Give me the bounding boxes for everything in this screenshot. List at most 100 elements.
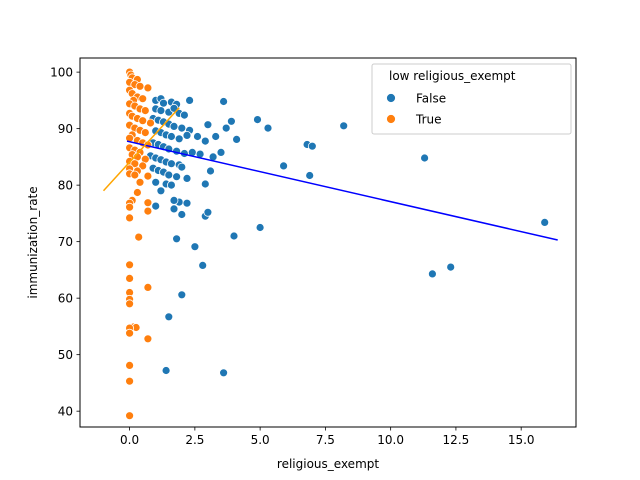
data-point-false (203, 120, 213, 130)
data-point-true (125, 273, 135, 283)
legend-label-true: True (415, 113, 442, 127)
data-point-false (182, 173, 192, 183)
x-tick-label: 15.0 (508, 433, 535, 447)
data-point-false (219, 368, 229, 378)
data-point-false (164, 312, 174, 322)
data-point-false (156, 186, 166, 196)
data-point-false (172, 234, 182, 244)
data-point-false (229, 231, 239, 241)
data-point-false (166, 132, 176, 141)
data-point-true (125, 202, 135, 212)
data-point-false (151, 201, 161, 211)
data-point-false (339, 121, 349, 131)
data-point-true (132, 188, 142, 197)
data-point-false (427, 269, 437, 279)
data-point-true (125, 360, 135, 370)
data-point-true (135, 177, 145, 187)
data-point-false (540, 217, 550, 227)
data-point-false (166, 180, 176, 190)
y-tick-label: 100 (50, 66, 73, 80)
data-point-false (446, 262, 456, 272)
data-point-false (226, 116, 236, 126)
data-point-false (206, 166, 215, 176)
data-point-false (182, 130, 192, 140)
data-point-true (143, 334, 153, 344)
data-point-false (221, 123, 231, 133)
y-tick-label: 70 (58, 235, 73, 249)
data-point-true (125, 260, 135, 270)
data-point-false (159, 98, 168, 108)
data-point-false (216, 147, 226, 157)
data-point-false (177, 123, 187, 133)
data-point-true (138, 116, 148, 126)
data-point-false (200, 136, 210, 146)
data-point-false (161, 366, 171, 375)
data-point-false (166, 159, 176, 169)
data-point-false (182, 198, 192, 208)
x-tick-label: 10.0 (377, 433, 404, 447)
regression-line-true (102, 107, 180, 192)
legend-marker-false (386, 93, 396, 103)
legend-marker-true (386, 114, 396, 124)
data-point-false (174, 134, 184, 144)
data-point-true (125, 213, 135, 223)
data-point-false (198, 260, 208, 270)
axes-frame (79, 57, 577, 428)
data-point-false (211, 132, 221, 141)
data-point-false (255, 223, 265, 232)
data-point-false (177, 290, 187, 300)
points-layer (125, 67, 550, 421)
data-point-false (307, 141, 317, 151)
data-point-true (138, 94, 148, 104)
data-point-true (135, 81, 145, 91)
data-point-false (305, 171, 315, 180)
data-point-false (169, 122, 179, 131)
data-point-false (179, 110, 189, 120)
x-axis-ticks: 0.0 2.5 5.0 7.5 10.0 12.5 15.0 (120, 427, 535, 447)
data-point-false (151, 177, 161, 187)
data-point-false (164, 170, 174, 180)
data-point-false (169, 204, 179, 214)
y-tick-label: 60 (58, 292, 73, 306)
data-point-true (125, 299, 135, 309)
data-point-true (146, 118, 155, 128)
data-point-false (177, 210, 187, 219)
data-point-false (185, 96, 195, 105)
data-point-false (190, 242, 200, 252)
data-point-false (253, 115, 262, 124)
data-point-true (138, 161, 148, 171)
regression-line-all (126, 140, 558, 241)
data-point-true (125, 376, 135, 386)
y-tick-label: 80 (58, 179, 73, 193)
data-point-false (420, 153, 430, 163)
data-point-true (140, 106, 150, 115)
y-tick-label: 50 (58, 348, 73, 362)
x-tick-label: 12.5 (443, 433, 470, 447)
data-point-true (143, 206, 153, 216)
legend-box (371, 63, 572, 135)
x-axis-label: religious_exempt (277, 457, 379, 471)
data-point-false (203, 207, 213, 217)
x-tick-label: 0.0 (120, 433, 139, 447)
y-axis-ticks: 40 50 60 70 80 90 100 (50, 66, 80, 419)
data-point-false (169, 195, 179, 205)
regression-lines-layer (102, 107, 558, 241)
x-tick-label: 5.0 (251, 433, 270, 447)
x-tick-label: 2.5 (185, 433, 204, 447)
data-point-true (125, 411, 135, 421)
data-point-true (143, 83, 153, 93)
data-point-false (177, 162, 187, 172)
y-tick-label: 90 (58, 122, 73, 136)
data-point-true (134, 232, 144, 242)
data-point-false (193, 132, 202, 141)
data-point-true (143, 282, 153, 292)
x-tick-label: 7.5 (316, 433, 335, 447)
legend-entries: False True (386, 92, 446, 127)
data-point-false (172, 172, 182, 182)
data-point-false (263, 123, 273, 133)
y-axis-label: immunization_rate (26, 186, 40, 298)
data-point-false (232, 134, 242, 144)
data-point-true (130, 170, 140, 180)
data-point-false (279, 161, 289, 171)
